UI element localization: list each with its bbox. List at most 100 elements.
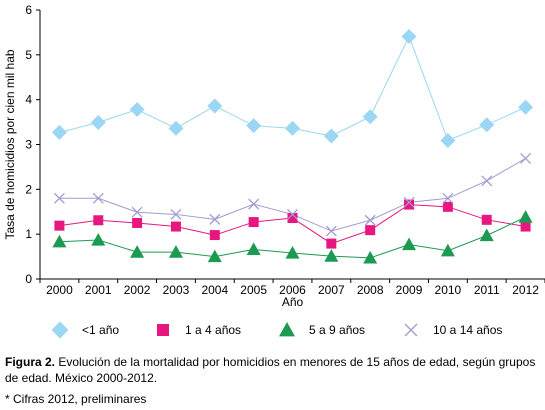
cross-stroke	[248, 198, 260, 210]
cross-stroke	[325, 225, 337, 237]
triangle-marker	[285, 245, 300, 259]
y-tick-label: 4	[25, 93, 32, 107]
triangle-marker	[130, 245, 145, 258]
x-tick-label: 2010	[435, 283, 462, 297]
diamond-marker	[285, 120, 300, 136]
cross-stroke	[520, 152, 532, 164]
triangle-marker	[518, 210, 533, 223]
y-tick-label: 6	[25, 3, 32, 17]
legend-item: <1 año	[51, 321, 119, 339]
cross-stroke	[481, 175, 493, 187]
figure-caption: Figura 2. Evolución de la mortalidad por…	[5, 354, 540, 386]
cross-marker	[403, 196, 415, 208]
square-marker	[132, 217, 143, 228]
x-tick-label: 2012	[512, 283, 539, 297]
y-tick-label: 1	[25, 227, 32, 241]
caption-text: Evolución de la mortalidad por homicidio…	[5, 355, 536, 385]
x-tick-label: 2003	[163, 283, 190, 297]
y-tick-label: 2	[25, 182, 32, 196]
caption-label: Figura 2.	[5, 355, 56, 369]
y-tick-label: 0	[25, 272, 32, 286]
cross-stroke	[209, 213, 221, 225]
cross-stroke	[131, 206, 143, 218]
cross-marker	[248, 198, 260, 210]
diamond-marker	[90, 115, 106, 131]
diamond-marker	[362, 109, 378, 125]
square-marker	[93, 215, 104, 226]
line-chart: 0 1 2 3 4 5 6 2000 2001 2002 2003 2004 2005 2006 2007 2…	[3, 3, 545, 339]
cross-marker	[287, 208, 298, 220]
x-axis-title: Año	[282, 295, 304, 309]
cross-stroke	[442, 192, 454, 204]
cross-marker	[53, 192, 65, 204]
triangle-marker	[279, 322, 295, 337]
series-markers	[51, 28, 534, 264]
square-marker	[209, 230, 220, 241]
legend-label: <1 año	[82, 323, 119, 337]
diamond-marker	[479, 117, 495, 133]
triangle-marker	[52, 234, 67, 248]
square-marker	[442, 201, 453, 212]
legend-label: 5 a 9 años	[309, 323, 365, 337]
cross-stroke	[403, 196, 415, 208]
series-lines	[59, 35, 526, 259]
footnote: * Cifras 2012, preliminares	[5, 392, 147, 406]
cross-stroke	[287, 208, 298, 220]
x-tick-label: 2000	[46, 283, 73, 297]
cross-stroke	[364, 214, 376, 226]
diamond-marker	[51, 124, 67, 140]
cross-marker	[92, 192, 104, 204]
series-line	[59, 204, 526, 245]
diamond-marker	[518, 99, 534, 115]
triangle-marker	[207, 249, 222, 263]
diamond-marker	[440, 132, 456, 148]
square-marker	[481, 214, 492, 225]
cross-marker	[131, 206, 143, 218]
diamond-marker	[323, 128, 339, 144]
square-marker	[326, 238, 337, 249]
triangle-marker	[324, 249, 339, 262]
legend-label: 1 a 4 años	[185, 323, 241, 337]
y-tick-label: 5	[25, 48, 32, 62]
square-marker	[170, 221, 181, 232]
legend-item: 5 a 9 años	[279, 322, 365, 337]
chart-legend: <1 año 1 a 4 años 5 a 9 años 10 a 14 años	[51, 321, 502, 339]
cross-stroke	[92, 192, 104, 204]
cross-marker	[325, 225, 337, 237]
triangle-marker	[402, 237, 417, 251]
diamond-marker	[168, 120, 184, 136]
triangle-marker	[91, 232, 106, 246]
triangle-marker	[168, 245, 183, 258]
x-tick-label: 2006	[279, 283, 306, 297]
square-marker	[54, 220, 65, 231]
x-tick-label: 2007	[318, 283, 345, 297]
x-tick-label: 2011	[474, 283, 500, 297]
cross-stroke	[170, 208, 182, 220]
square-marker	[365, 225, 376, 236]
x-tick-label: 2009	[396, 283, 423, 297]
triangle-marker	[440, 243, 455, 257]
square-marker	[520, 221, 531, 232]
chart-axes: 0 1 2 3 4 5 6 2000 2001 2002 2003 2004 2005 2006 2007 2…	[3, 3, 545, 309]
cross-marker	[520, 152, 532, 164]
cross-marker	[209, 213, 221, 225]
square-marker	[157, 324, 169, 336]
diamond-marker	[129, 102, 145, 118]
x-tick-label: 2004	[201, 283, 228, 297]
diamond-marker	[246, 118, 262, 134]
cross-marker	[364, 214, 376, 226]
cross-marker	[481, 175, 493, 187]
diamond-marker	[51, 321, 69, 339]
square-marker	[404, 199, 415, 210]
cross-marker	[442, 192, 454, 204]
diamond-marker	[207, 98, 223, 114]
triangle-marker	[479, 228, 494, 242]
cross-marker	[170, 208, 182, 220]
y-axis-title: Tasa de homicidios por cien mil hab	[3, 49, 17, 239]
x-tick-label: 2005	[240, 283, 267, 297]
square-marker	[248, 217, 259, 228]
triangle-marker	[246, 242, 261, 256]
x-tick-label: 2002	[124, 283, 151, 297]
cross-marker	[404, 323, 418, 337]
legend-item: 10 a 14 años	[404, 323, 502, 337]
